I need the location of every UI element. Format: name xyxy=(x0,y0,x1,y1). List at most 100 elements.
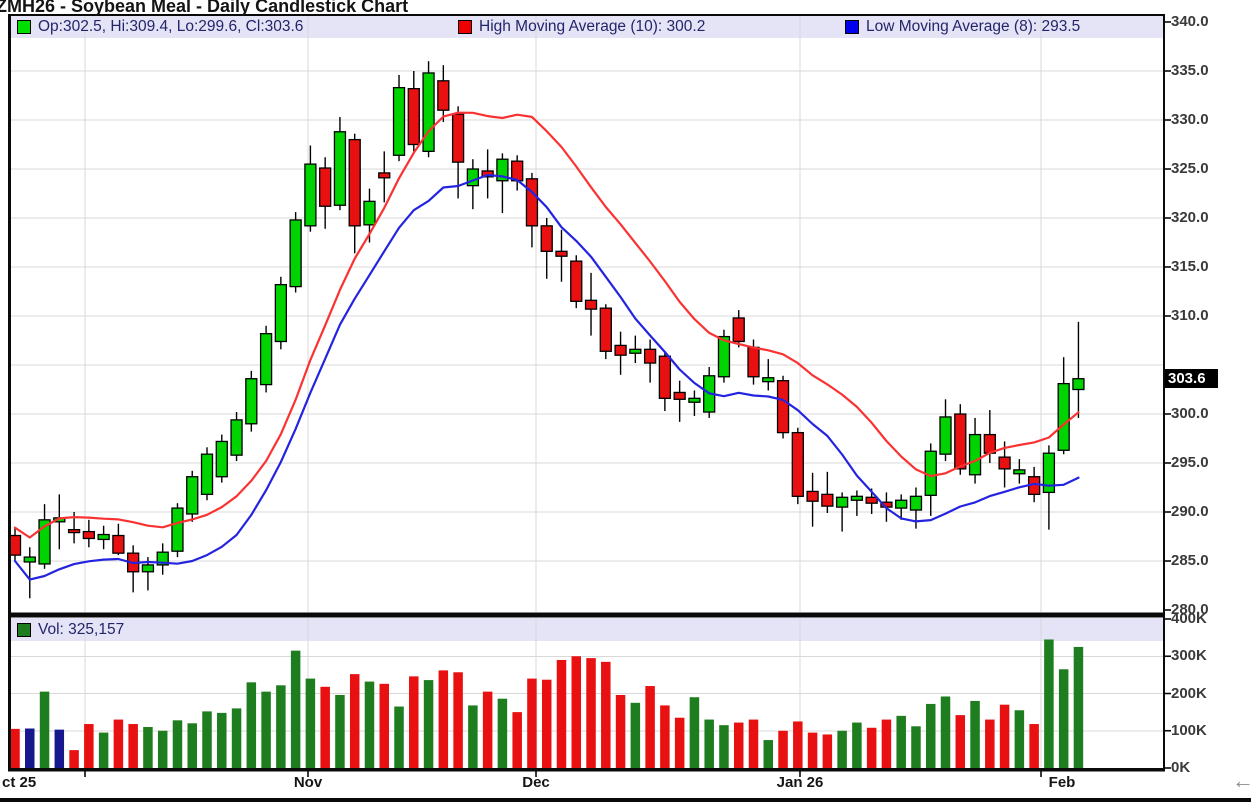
last-price-badge-text: 303.6 xyxy=(1168,370,1206,388)
month-tick-mark xyxy=(1040,771,1042,777)
volume-bar xyxy=(822,734,833,768)
volume-bar xyxy=(955,715,966,768)
candle-body xyxy=(1057,382,1070,451)
candle-body xyxy=(289,219,302,288)
candle-body xyxy=(850,495,864,501)
volume-bar xyxy=(748,719,759,768)
candle-body xyxy=(525,178,539,227)
price-tick-mark xyxy=(1163,560,1171,562)
candle-body xyxy=(141,564,155,573)
window-bottom-edge xyxy=(0,798,1251,802)
month-axis-label: Nov xyxy=(293,774,323,791)
candle-body xyxy=(1013,469,1026,475)
volume-bar xyxy=(807,732,818,768)
candle-body xyxy=(658,355,672,399)
volume-bar xyxy=(689,697,700,768)
candle-body xyxy=(998,456,1011,470)
volume-bar xyxy=(615,694,626,768)
candle-body xyxy=(717,335,731,378)
volume-bar xyxy=(39,691,50,768)
volume-bar xyxy=(25,728,35,768)
candle-body xyxy=(629,348,642,354)
candle-body xyxy=(215,440,228,478)
volume-bar xyxy=(10,728,20,768)
pan-left-arrow-icon[interactable]: ← xyxy=(1232,768,1251,793)
volume-bar xyxy=(497,698,508,768)
candle-body xyxy=(570,260,583,302)
volume-bar xyxy=(837,730,847,768)
candle-body xyxy=(348,138,361,227)
volume-bar xyxy=(571,656,582,768)
volume-bar xyxy=(423,680,434,768)
month-axis-label: Jan 26 xyxy=(776,774,824,791)
ohlc-swatch-icon xyxy=(17,20,31,34)
price-axis-label: 280.0 xyxy=(1171,601,1209,618)
price-axis-label: 300.0 xyxy=(1171,405,1209,422)
volume-bar xyxy=(482,691,493,768)
candle-body xyxy=(67,528,81,534)
volume-bar xyxy=(128,724,138,768)
volume-bar xyxy=(925,703,936,768)
candle-body xyxy=(643,348,657,364)
price-tick-mark xyxy=(1163,168,1171,170)
candle-body xyxy=(806,490,819,502)
price-tick-mark xyxy=(1163,21,1171,23)
candle-body xyxy=(38,519,51,565)
volume-bar xyxy=(69,750,79,768)
candle-body xyxy=(747,346,760,378)
candle-body xyxy=(466,168,480,187)
volume-bar xyxy=(704,719,714,768)
high-ma-line xyxy=(13,111,1080,539)
volume-tick-mark xyxy=(1163,729,1171,732)
candle-body xyxy=(171,507,184,552)
plot-border xyxy=(1163,14,1166,772)
candle-body xyxy=(259,332,273,386)
price-tick-mark xyxy=(1163,413,1171,415)
month-axis-label: ct 25 xyxy=(2,774,37,791)
price-tick-mark xyxy=(1163,609,1171,611)
volume-bar xyxy=(290,650,301,768)
price-axis-label: 330.0 xyxy=(1171,111,1209,128)
volume-bar xyxy=(970,700,980,768)
high-ma-swatch-icon xyxy=(458,20,472,34)
month-tick-mark xyxy=(799,771,801,777)
volume-bar xyxy=(541,679,552,768)
plot-border xyxy=(8,768,1165,772)
volume-bar xyxy=(881,719,892,768)
volume-bar xyxy=(364,681,375,768)
volume-bar xyxy=(217,712,227,768)
low-ma-legend-label: Low Moving Average (8): 293.5 xyxy=(866,18,1081,35)
volume-bar xyxy=(187,723,197,768)
candle-body xyxy=(835,496,849,508)
volume-bar xyxy=(911,726,921,768)
volume-bar xyxy=(630,702,641,768)
volume-bar xyxy=(527,678,537,768)
candle-body xyxy=(451,113,465,163)
volume-bar xyxy=(335,694,345,768)
volume-bar xyxy=(1044,639,1054,768)
volume-tick-mark xyxy=(1163,692,1171,695)
legend-item-volume: Vol: 325,157 xyxy=(17,622,124,638)
candle-body xyxy=(791,431,804,497)
volume-bar xyxy=(645,686,655,768)
price-tick-mark xyxy=(1163,266,1171,268)
price-axis-label: 325.0 xyxy=(1171,160,1209,177)
price-axis-label: 335.0 xyxy=(1171,62,1209,79)
candle-body xyxy=(865,496,878,504)
volume-bar xyxy=(778,730,788,768)
plot-border xyxy=(8,14,1165,16)
candle-body xyxy=(230,419,243,456)
volume-swatch-icon xyxy=(17,623,31,637)
volume-bar xyxy=(305,678,316,768)
volume-bar xyxy=(157,730,168,768)
volume-tick-mark xyxy=(1163,767,1171,769)
candle-body xyxy=(156,551,169,566)
plot-border xyxy=(8,14,11,772)
volume-bar xyxy=(719,725,729,768)
volume-bar xyxy=(601,661,611,768)
volume-bar xyxy=(468,705,478,768)
volume-axis-label: 400K xyxy=(1171,610,1207,627)
volume-bar xyxy=(866,727,877,768)
